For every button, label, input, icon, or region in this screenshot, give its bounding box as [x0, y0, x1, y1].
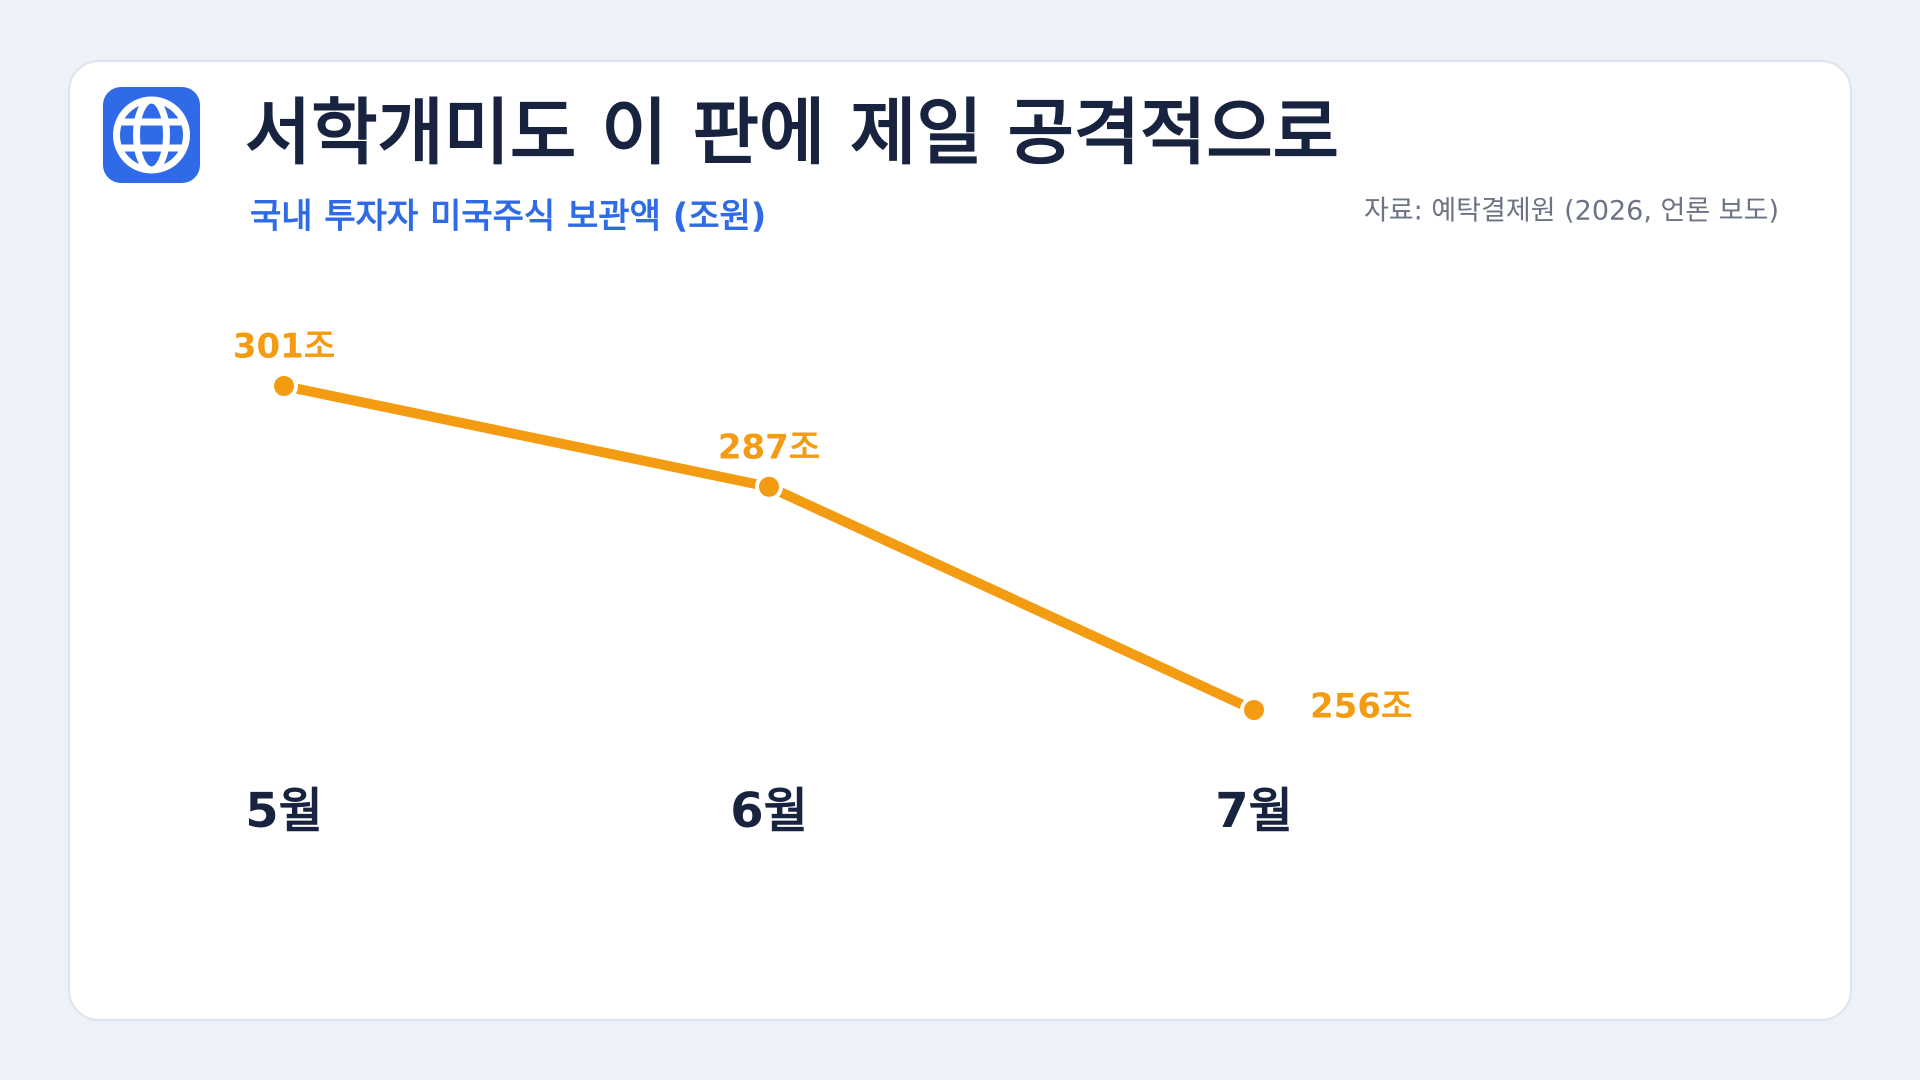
- x-tick-label: 7월: [1215, 783, 1293, 839]
- chart-title: 서학개미도 이 판에 제일 공격적으로: [245, 91, 1339, 175]
- x-tick-label: 6월: [730, 783, 808, 839]
- data-point: [755, 472, 783, 501]
- data-label: 287조: [718, 427, 820, 467]
- data-label: 256조: [1310, 687, 1412, 727]
- data-point: [270, 372, 298, 400]
- x-tick-label: 5월: [245, 783, 323, 839]
- data-label: 301조: [233, 327, 335, 367]
- data-point: [1240, 696, 1268, 724]
- chart-subtitle: 국내 투자자 미국주식 보관액 (조원): [250, 197, 766, 237]
- source-note: 자료: 예탁결제원 (2026, 언론 보도): [1364, 196, 1779, 227]
- card: [68, 60, 1852, 1021]
- logo-icon: [103, 87, 200, 183]
